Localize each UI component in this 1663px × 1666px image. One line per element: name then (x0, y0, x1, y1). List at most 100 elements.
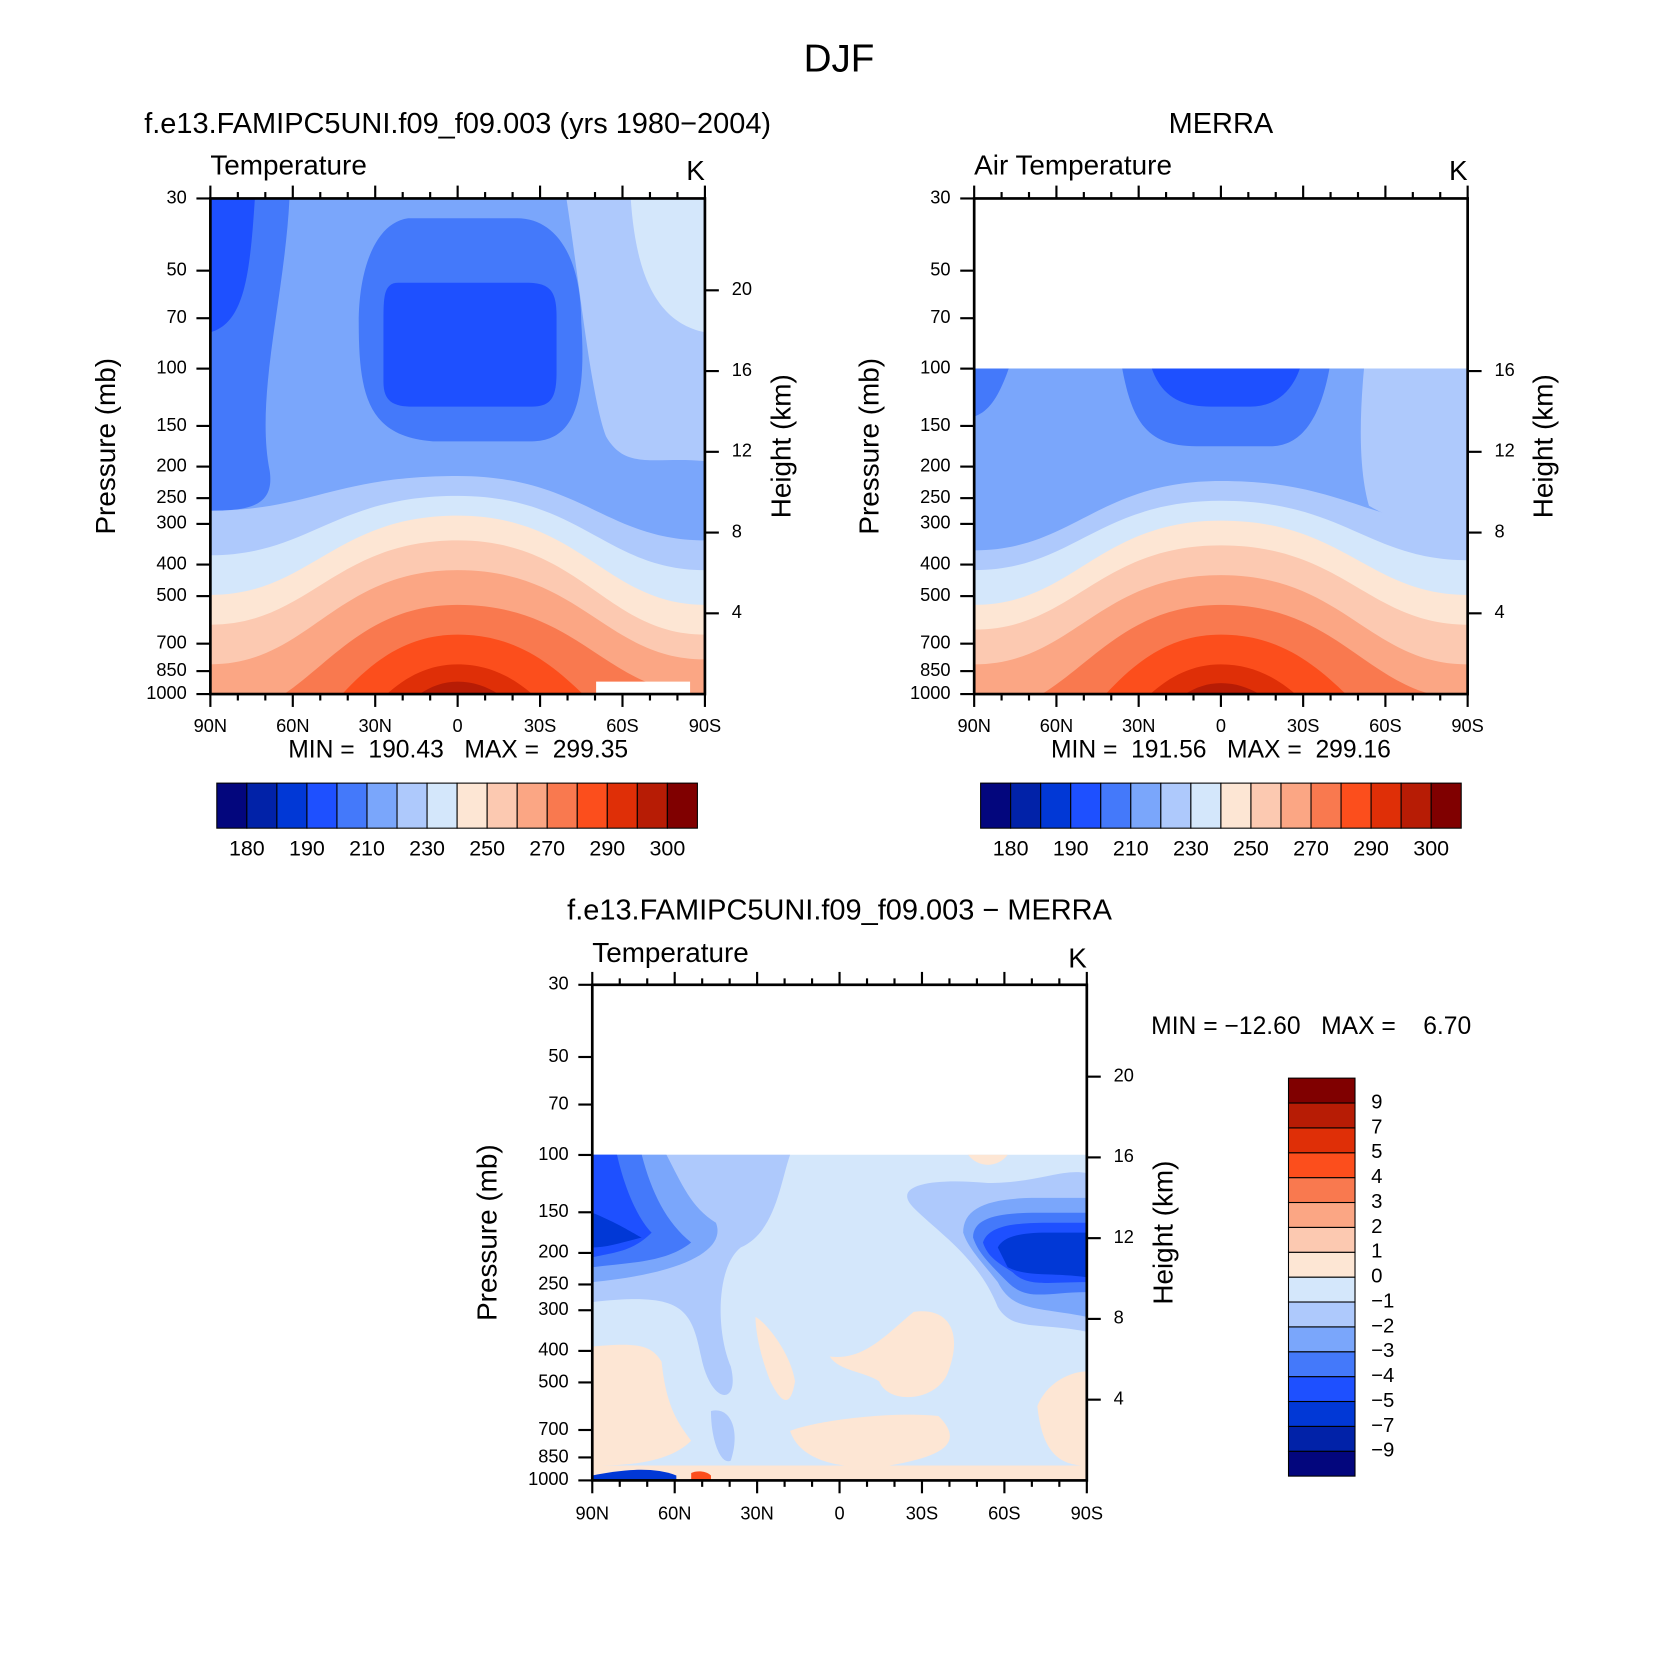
y2-tick-label: 20 (1114, 1064, 1134, 1085)
colorbar-label: −4 (1371, 1365, 1394, 1387)
colorbar-box (1040, 782, 1072, 829)
colorbar-box (1160, 782, 1192, 829)
colorbar-box (516, 782, 548, 829)
colorbar-box (546, 782, 578, 829)
x-tick-label: 30S (1287, 715, 1319, 736)
contour-band (974, 634, 1468, 695)
colorbar-label: 230 (409, 836, 445, 860)
y-tick-label: 700 (156, 631, 186, 652)
y2-tick-label: 16 (1114, 1145, 1134, 1166)
y-tick-label: 70 (548, 1092, 568, 1113)
colorbar-box (1310, 782, 1342, 829)
contour-bands (592, 1154, 1087, 1481)
contour-band (592, 1465, 1087, 1481)
colorbar-box (666, 782, 698, 829)
y-tick-label: 400 (538, 1339, 568, 1360)
contour-band (974, 683, 1468, 695)
y-tick-label: 1000 (146, 682, 187, 703)
y-axis-label: Pressure (mb) (472, 1144, 503, 1321)
colorbar-box (1287, 1400, 1356, 1427)
y-tick-label: 1000 (910, 682, 951, 703)
x-tick-label: 0 (453, 715, 463, 736)
panel-title: f.e13.FAMIPC5UNI.f09_f09.003 − MERRA (567, 895, 1112, 927)
y-tick-label: 850 (156, 659, 186, 680)
y-tick-label: 250 (156, 486, 186, 507)
y-tick-label: 70 (167, 306, 187, 327)
y2-tick-label: 4 (1494, 601, 1504, 622)
colorbar-label: 7 (1371, 1116, 1382, 1138)
contour-band (210, 634, 705, 695)
x-tick-label: 90N (576, 1503, 609, 1524)
panel-title: MERRA (1169, 108, 1274, 140)
colorbar-box (606, 782, 638, 829)
x-tick-label: 60S (988, 1503, 1020, 1524)
colorbar-box (1370, 782, 1402, 829)
colorbar-box (396, 782, 428, 829)
contour-band (592, 1212, 642, 1248)
colorbar-label: −9 (1371, 1440, 1394, 1462)
y-tick-label: 150 (920, 414, 950, 435)
y-tick-label: 1000 (528, 1468, 569, 1489)
y2-axis-label: Height (km) (1148, 1161, 1179, 1305)
colorbar-label: −1 (1371, 1290, 1394, 1312)
colorbar-label: 3 (1371, 1191, 1382, 1213)
panel-title: f.e13.FAMIPC5UNI.f09_f09.003 (yrs 1980−2… (144, 108, 771, 140)
colorbar-box (1340, 782, 1372, 829)
y-tick-label: 250 (920, 486, 950, 507)
x-tick-label: 30S (524, 715, 556, 736)
contour-band (997, 1232, 1087, 1278)
x-tick-label: 30N (359, 715, 392, 736)
x-tick-label: 90S (689, 715, 721, 736)
y-tick-label: 500 (920, 584, 950, 605)
y-tick-label: 700 (538, 1418, 568, 1439)
y-tick-label: 500 (156, 584, 186, 605)
y-tick-label: 30 (167, 186, 187, 207)
y2-tick-label: 8 (1494, 520, 1504, 541)
y-tick-label: 30 (930, 186, 950, 207)
x-tick-label: 30N (1122, 715, 1155, 736)
contour-band (592, 1344, 692, 1466)
y-tick-label: 400 (156, 552, 186, 573)
colorbar-label: 2 (1371, 1216, 1382, 1238)
colorbar-box (1250, 782, 1282, 829)
x-tick-label: 60N (276, 715, 309, 736)
colorbar-box (1430, 782, 1462, 829)
y-tick-label: 400 (920, 552, 950, 573)
x-tick-label: 90S (1451, 715, 1483, 736)
contour-band (710, 1410, 735, 1462)
y-tick-label: 30 (548, 973, 568, 994)
x-tick-label: 60S (1369, 715, 1401, 736)
colorbar-label: 290 (1353, 836, 1389, 860)
units-label: K (1449, 155, 1468, 186)
contour-band (829, 1311, 955, 1398)
contour-band (974, 368, 1009, 417)
colorbar-box (246, 782, 278, 829)
colorbar-label: 1 (1371, 1241, 1382, 1263)
y-axis-label: Pressure (mb) (854, 358, 885, 535)
plot-area (974, 368, 1468, 695)
y-tick-label: 50 (548, 1045, 568, 1066)
colorbar-box (426, 782, 458, 829)
colorbar-label: 290 (589, 836, 625, 860)
contour-band (210, 681, 705, 695)
colorbar-label: 300 (1413, 836, 1449, 860)
y-tick-label: 850 (538, 1445, 568, 1466)
figure-title: DJF (804, 37, 875, 80)
plot-area (210, 198, 705, 695)
contour-band (1037, 1371, 1087, 1466)
x-tick-label: 90S (1071, 1503, 1103, 1524)
y-tick-label: 200 (538, 1241, 568, 1262)
contour-band (790, 1414, 950, 1467)
colorbar-label: 180 (229, 836, 265, 860)
colorbar-label: 250 (1233, 836, 1269, 860)
y2-tick-label: 16 (732, 359, 752, 380)
colorbar-box (1287, 1301, 1356, 1328)
y-tick-label: 50 (167, 258, 187, 279)
colorbar-box (1287, 1326, 1356, 1353)
contour-bands (210, 198, 705, 695)
panel-subtitle: Temperature (592, 937, 748, 968)
colorbar-box (1287, 1152, 1356, 1179)
y2-tick-label: 20 (732, 278, 752, 299)
colorbar-box (1287, 1450, 1356, 1477)
